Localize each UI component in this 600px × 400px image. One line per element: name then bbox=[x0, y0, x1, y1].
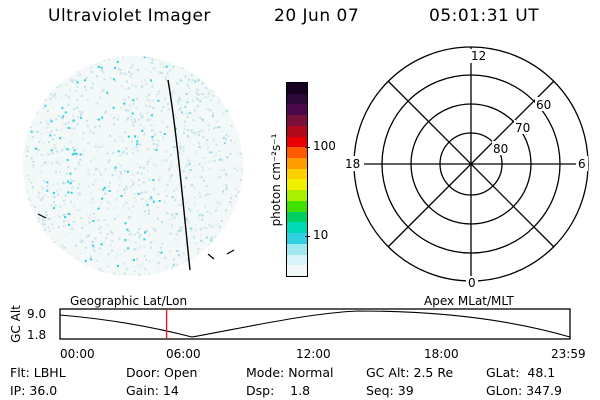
date-label: 20 Jun 07 bbox=[274, 6, 360, 26]
colorbar-tick bbox=[305, 147, 310, 148]
uv-image-disc bbox=[23, 56, 243, 276]
seq-status: Seq: 39 bbox=[366, 383, 414, 398]
time-tick: 18:00 bbox=[424, 347, 459, 361]
mlt-label-6: 6 bbox=[578, 157, 586, 171]
colorbar-band bbox=[287, 104, 307, 116]
gc-alt-axis-label: GC Alt bbox=[9, 305, 23, 343]
lat-label-80: 80 bbox=[493, 142, 508, 156]
polar-grid: 12 18 6 0 60 70 80 bbox=[342, 46, 589, 290]
terminator-line bbox=[167, 79, 191, 271]
timeline-frame bbox=[59, 308, 571, 340]
alt-min-label: 1.8 bbox=[27, 328, 47, 342]
colorbar-band bbox=[287, 265, 307, 276]
altitude-curve bbox=[59, 310, 571, 338]
colorbar-band bbox=[287, 83, 307, 94]
gain-status: Gain: 14 bbox=[126, 383, 179, 398]
colorbar-band bbox=[287, 190, 307, 201]
lat-label-60: 60 bbox=[536, 98, 551, 112]
colorbar-band bbox=[287, 222, 307, 234]
dsp-status: Dsp: 1.8 bbox=[246, 383, 311, 398]
mlt-label-0: 0 bbox=[468, 276, 476, 290]
limb-tick bbox=[226, 249, 235, 255]
colorbar bbox=[286, 82, 308, 277]
time-tick: 12:00 bbox=[296, 347, 331, 361]
geographic-label: Geographic Lat/Lon bbox=[70, 294, 188, 308]
gc-alt-status: GC Alt: 2.5 Re bbox=[366, 365, 454, 380]
lat-label-70: 70 bbox=[515, 121, 530, 135]
glon-status: GLon: 347.9 bbox=[486, 383, 562, 398]
colorbar-unit-label: photon cm⁻²s⁻¹ bbox=[269, 133, 283, 227]
glat-status: GLat: 48.1 bbox=[486, 365, 556, 380]
time-label: 05:01:31 UT bbox=[429, 6, 540, 26]
colorbar-tick bbox=[305, 236, 310, 237]
mlt-label-12: 12 bbox=[471, 49, 486, 63]
colorbar-band bbox=[287, 179, 307, 191]
colorbar-band bbox=[287, 200, 307, 212]
polar-diagonal bbox=[387, 80, 555, 248]
colorbar-band bbox=[287, 125, 307, 137]
altitude-timeline bbox=[59, 308, 571, 340]
colorbar-band bbox=[287, 147, 307, 159]
door-status: Door: Open bbox=[126, 365, 198, 380]
alt-max-label: 9.0 bbox=[27, 307, 47, 321]
time-tick: 23:59 bbox=[551, 347, 586, 361]
colorbar-band bbox=[287, 115, 307, 126]
colorbar-band bbox=[287, 254, 307, 266]
colorbar-band bbox=[287, 158, 307, 169]
time-tick: 06:00 bbox=[166, 347, 201, 361]
colorbar-band bbox=[287, 168, 307, 180]
mlt-label-18: 18 bbox=[345, 157, 360, 171]
time-tick: 00:00 bbox=[60, 347, 95, 361]
instrument-title: Ultraviolet Imager bbox=[48, 6, 211, 26]
mode-status: Mode: Normal bbox=[246, 365, 334, 380]
colorbar-band bbox=[287, 243, 307, 255]
colorbar-band bbox=[287, 136, 307, 148]
colorbar-band bbox=[287, 233, 307, 244]
ip-status: IP: 36.0 bbox=[10, 383, 58, 398]
uv-image-panel bbox=[23, 56, 243, 276]
filter-status: Flt: LBHL bbox=[10, 365, 66, 380]
limb-tick bbox=[37, 213, 47, 219]
limb-tick bbox=[207, 253, 215, 260]
colorbar-band bbox=[287, 211, 307, 223]
colorbar-tick-label: 10 bbox=[313, 228, 329, 242]
colorbar-tick-label: 100 bbox=[313, 139, 336, 153]
apex-label: Apex MLat/MLT bbox=[424, 294, 514, 308]
colorbar-band bbox=[287, 93, 307, 105]
